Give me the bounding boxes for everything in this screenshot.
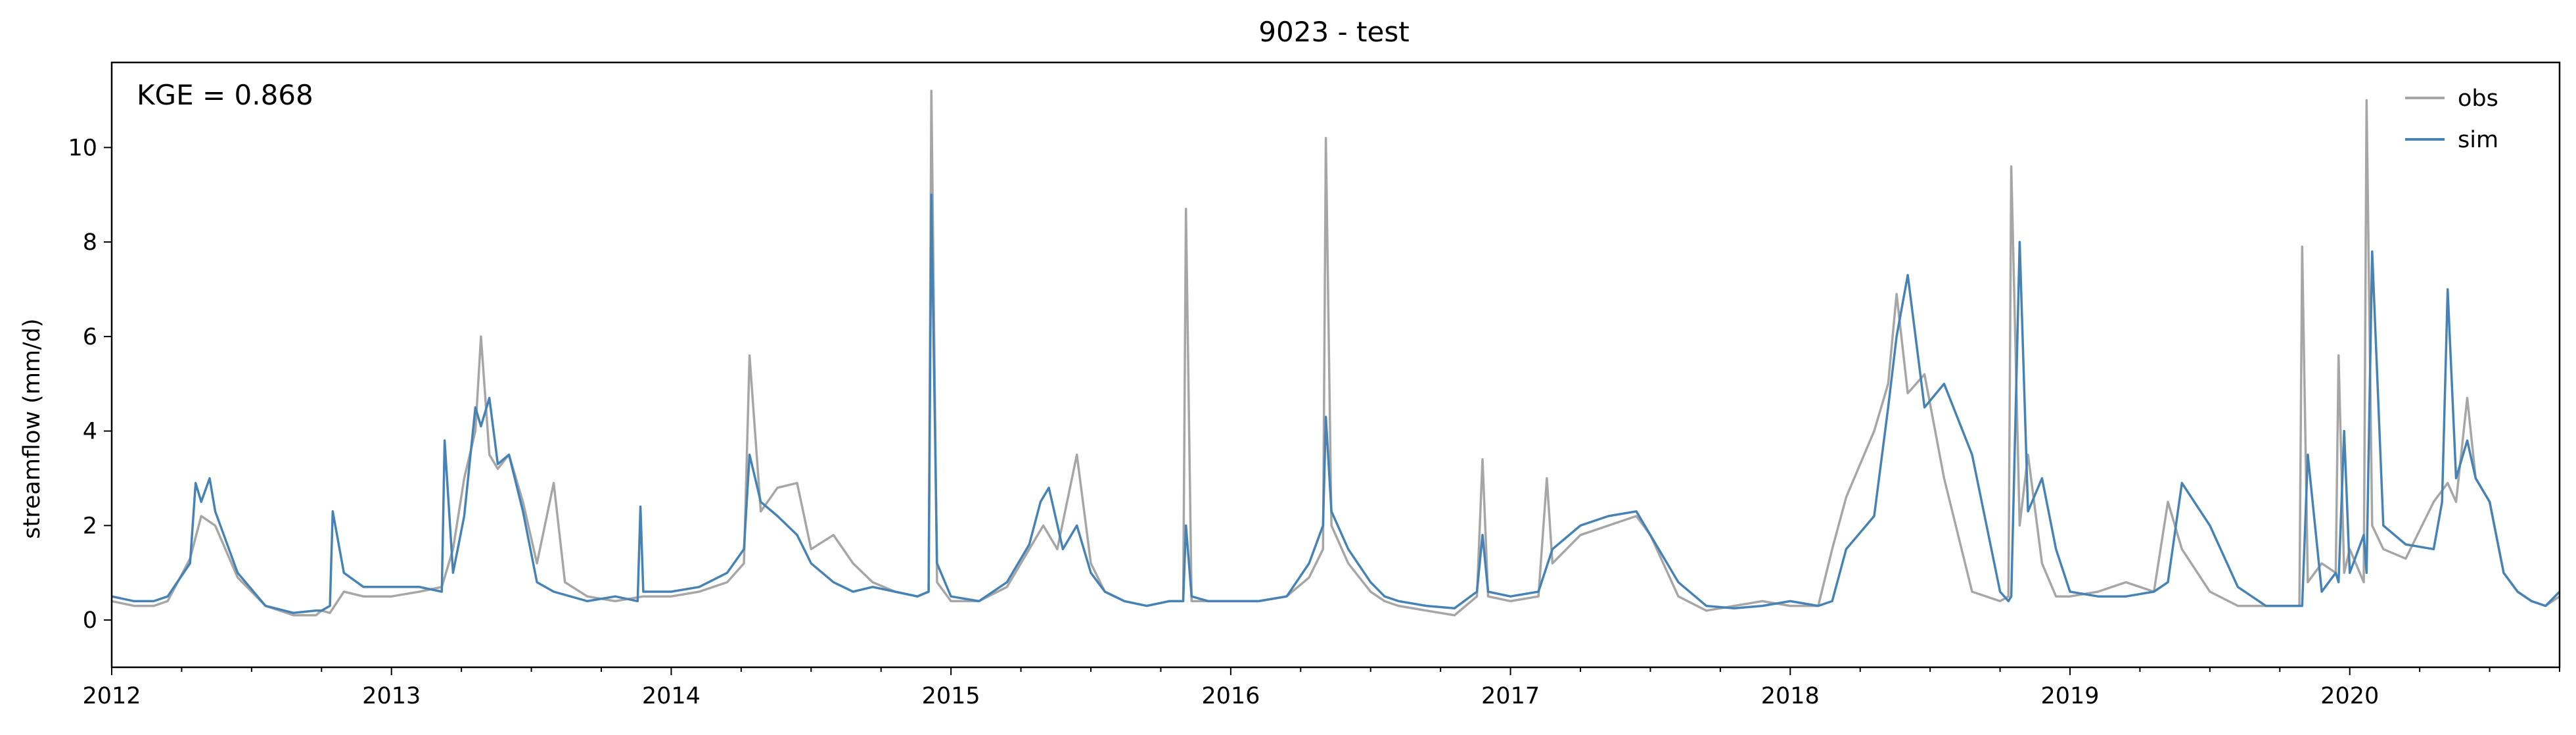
- series-layer: [111, 89, 2561, 617]
- legend: obs sim: [2405, 85, 2498, 153]
- x-tick-label: 2016: [1201, 683, 1260, 709]
- x-tick-label: 2020: [2320, 683, 2379, 709]
- plot-area: [111, 89, 2561, 617]
- chart-title: 9023 - test: [1258, 16, 1409, 48]
- x-tick-label: 2017: [1481, 683, 1540, 709]
- x-tick-label: 2013: [362, 683, 421, 709]
- x-tick-label: 2014: [642, 683, 701, 709]
- legend-sim-label: sim: [2458, 127, 2498, 153]
- y-tick-label: 4: [83, 419, 97, 445]
- y-tick-label: 8: [83, 229, 97, 256]
- y-axis-label: streamflow (mm/d): [19, 318, 45, 538]
- kge-annotation: KGE = 0.868: [137, 79, 313, 111]
- y-tick-label: 2: [83, 513, 97, 539]
- y-tick-label: 6: [83, 324, 97, 350]
- legend-obs-label: obs: [2458, 85, 2498, 112]
- plot-frame: [110, 61, 2561, 669]
- y-tick-label: 0: [83, 607, 97, 634]
- x-axis-ticks: 2012 2013 2014 2015 2016 2017 2018 2019 2020: [82, 667, 2560, 709]
- y-tick-label: 10: [68, 135, 97, 161]
- y-axis-ticks: 0 2 4 6 8 10: [68, 135, 112, 634]
- series-line-sim: [111, 193, 2561, 615]
- x-tick-label: 2018: [1761, 683, 1820, 709]
- x-tick-label: 2015: [922, 683, 980, 709]
- x-tick-label: 2019: [2040, 683, 2099, 709]
- x-tick-label: 2012: [82, 683, 141, 709]
